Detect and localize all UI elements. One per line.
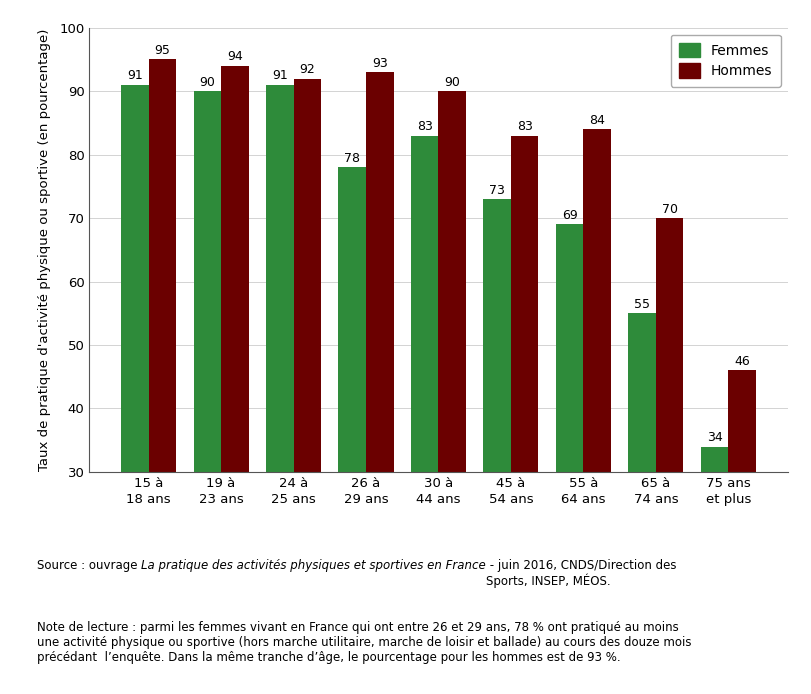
Bar [483, 199, 510, 662]
Text: 55: 55 [633, 298, 650, 311]
Text: 92: 92 [299, 63, 315, 76]
Text: 90: 90 [444, 76, 460, 89]
Bar [266, 85, 294, 662]
Text: Note de lecture : parmi les femmes vivant en France qui ont entre 26 et 29 ans, : Note de lecture : parmi les femmes vivan… [36, 621, 690, 664]
Text: 91: 91 [127, 69, 143, 83]
Text: 34: 34 [706, 431, 722, 444]
Text: La pratique des activités physiques et sportives en France: La pratique des activités physiques et s… [140, 559, 485, 572]
Text: 83: 83 [516, 120, 532, 133]
Bar [221, 66, 248, 662]
Text: 93: 93 [371, 57, 387, 69]
Bar [582, 129, 610, 662]
Bar [366, 72, 393, 662]
Bar [727, 371, 755, 662]
Bar [655, 218, 683, 662]
Text: Source : ouvrage: Source : ouvrage [36, 559, 140, 572]
Bar [148, 60, 176, 662]
Bar [438, 91, 466, 662]
Text: 94: 94 [227, 50, 242, 63]
Text: 78: 78 [344, 152, 360, 164]
Text: 46: 46 [733, 355, 749, 368]
Text: 73: 73 [489, 183, 504, 196]
Text: 83: 83 [416, 120, 432, 133]
Text: 84: 84 [589, 114, 604, 127]
Bar [510, 135, 538, 662]
Bar [700, 446, 727, 662]
Bar [556, 224, 582, 662]
Text: - juin 2016, CNDS/Direction des
Sports, INSEP, MÉOS.: - juin 2016, CNDS/Direction des Sports, … [485, 559, 676, 589]
Text: 95: 95 [154, 44, 170, 57]
Legend: Femmes, Hommes: Femmes, Hommes [670, 35, 779, 87]
Text: 90: 90 [200, 76, 215, 89]
Bar [628, 313, 655, 662]
Text: 91: 91 [272, 69, 287, 83]
Bar [410, 135, 438, 662]
Bar [294, 78, 320, 662]
Text: 70: 70 [661, 203, 677, 216]
Text: 69: 69 [561, 209, 577, 222]
Y-axis label: Taux de pratique d'activité physique ou sportive (en pourcentage): Taux de pratique d'activité physique ou … [38, 28, 51, 471]
Bar [193, 91, 221, 662]
Bar [121, 85, 148, 662]
Bar [338, 167, 366, 662]
